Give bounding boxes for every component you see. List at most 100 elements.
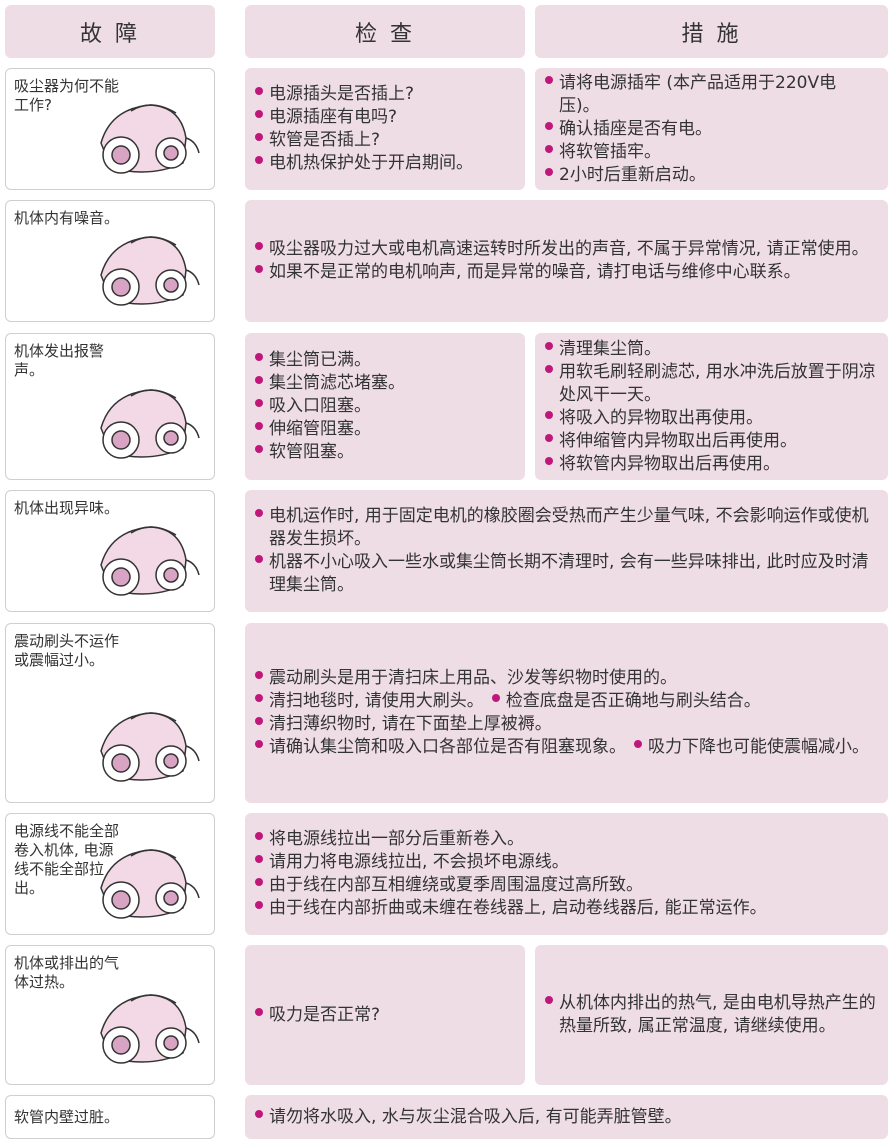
- bullet-paragraph: 将软管内异物取出后再使用。: [545, 453, 878, 476]
- bullet: [255, 1109, 263, 1118]
- bullet-paragraph: 吸入口阻塞。: [255, 395, 515, 418]
- problem-text: 软管内壁过脏。: [14, 1108, 120, 1126]
- bullet-item: 请确认集尘筒和吸入口各部位是否有阻塞现象。: [255, 737, 626, 757]
- bullet: [545, 341, 553, 350]
- bullet: [255, 133, 263, 141]
- bullet-item: 请勿将水吸入, 水与灰尘混合吸入后, 有可能弄脏管壁。: [255, 1107, 682, 1127]
- bullet-paragraph: 将伸缩管内异物取出后再使用。: [545, 430, 878, 453]
- bullet: [634, 740, 642, 748]
- item-text: 电源插座有电吗?: [269, 107, 398, 127]
- bullet: [545, 410, 553, 419]
- bullet-paragraph: 请用力将电源线拉出, 不会损坏电源线。: [255, 851, 878, 874]
- problem-cell: 电源线不能全部卷入机体, 电源线不能全部拉出。: [5, 813, 215, 935]
- item-text: 确认插座是否有电。: [559, 118, 712, 139]
- bullet-item: 集尘筒滤芯堵塞。: [255, 373, 405, 393]
- item-text: 电源插头是否插上?: [269, 84, 415, 104]
- bullet-paragraph: 将软管插牢。: [545, 141, 878, 164]
- bullet-item: 吸尘器吸力过大或电机高速运转时所发出的声音, 不属于异常情况, 请正常使用。: [255, 239, 869, 259]
- bullet: [545, 364, 553, 373]
- problem-text: 电源线不能全部卷入机体, 电源线不能全部拉出。: [14, 822, 120, 897]
- check-cell: 请勿将水吸入, 水与灰尘混合吸入后, 有可能弄脏管壁。: [245, 1095, 888, 1139]
- check-cell: 电机运作时, 用于固定电机的橡胶圈会受热而产生少量气味, 不会影响运作或使机器发…: [245, 490, 888, 612]
- item-text: 2小时后重新启动。: [559, 164, 706, 185]
- bullet-paragraph: 将吸入的异物取出再使用。: [545, 407, 878, 430]
- bullet-paragraph: 吸尘器吸力过大或电机高速运转时所发出的声音, 不属于异常情况, 请正常使用。: [255, 238, 878, 261]
- bullet-paragraph: 清扫薄织物时, 请在下面垫上厚被褥。: [255, 713, 878, 736]
- bullet-item: 软管阻塞。: [255, 442, 354, 462]
- item-text: 软管阻塞。: [269, 442, 354, 462]
- item-text: 伸缩管阻塞。: [269, 419, 371, 439]
- bullet: [255, 156, 263, 164]
- bullet-item: 吸入口阻塞。: [255, 396, 371, 416]
- bullet: [255, 265, 263, 273]
- bullet-item: 将电源线拉出一部分后重新卷入。: [255, 829, 524, 849]
- item-text: 请勿将水吸入, 水与灰尘混合吸入后, 有可能弄脏管壁。: [269, 1106, 682, 1127]
- bullet-paragraph: 清扫地毯时, 请使用大刷头。 检查底盘是否正确地与刷头结合。: [255, 690, 878, 713]
- bullet-paragraph: 从机体内排出的热气, 是由电机导热产生的热量所致, 属正常温度, 请继续使用。: [545, 992, 878, 1038]
- bullet-item: 将伸缩管内异物取出后再使用。: [545, 431, 797, 451]
- item-text: 将伸缩管内异物取出后再使用。: [559, 430, 797, 451]
- bullet: [545, 433, 553, 442]
- bullet-item: 清理集尘筒。: [545, 339, 661, 359]
- bullet-item: 清扫地毯时, 请使用大刷头。: [255, 691, 484, 711]
- bullet-paragraph: 机器不小心吸入一些水或集尘筒长期不清理时, 会有一些异味排出, 此时应及时清理集…: [255, 551, 878, 597]
- bullet: [255, 855, 263, 863]
- bullet-item: 软管是否插上?: [255, 130, 380, 150]
- bullet: [255, 353, 263, 361]
- bullet: [255, 445, 263, 453]
- bullet-paragraph: 集尘筒滤芯堵塞。: [255, 372, 515, 395]
- bullet: [255, 110, 263, 118]
- problem-text: 吸尘器为何不能工作?: [14, 77, 120, 114]
- item-text: 从机体内排出的热气, 是由电机导热产生的热量所致, 属正常温度, 请继续使用。: [559, 993, 876, 1036]
- check-cell: 将电源线拉出一部分后重新卷入。请用力将电源线拉出, 不会损坏电源线。由于线在内部…: [245, 813, 888, 935]
- bullet-item: 用软毛刷轻刷滤芯, 用水冲洗后放置于阴凉处风干一天。: [545, 362, 876, 405]
- vacuum-illustration: [100, 994, 200, 1064]
- check-cell: 吸力是否正常?: [245, 945, 525, 1085]
- header-cell: 故 障: [5, 5, 215, 58]
- problem-cell: 震动刷头不运作或震幅过小。: [5, 623, 215, 803]
- bullet-item: 请用力将电源线拉出, 不会损坏电源线。: [255, 852, 569, 872]
- item-text: 将电源线拉出一部分后重新卷入。: [269, 829, 524, 849]
- item-text: 用软毛刷轻刷滤芯, 用水冲洗后放置于阴凉处风干一天。: [559, 361, 876, 405]
- problem-cell: 软管内壁过脏。: [5, 1095, 215, 1139]
- item-text: 震动刷头是用于清扫床上用品、沙发等织物时使用的。: [269, 668, 677, 688]
- bullet-item: 确认插座是否有电。: [545, 119, 712, 139]
- bullet-paragraph: 请勿将水吸入, 水与灰尘混合吸入后, 有可能弄脏管壁。: [255, 1106, 878, 1129]
- item-text: 软管是否插上?: [269, 130, 381, 150]
- item-text: 检查底盘是否正确地与刷头结合。: [505, 691, 761, 711]
- bullet: [255, 242, 263, 250]
- bullet-item: 电机热保护处于开启期间。: [255, 153, 473, 173]
- item-text: 集尘筒滤芯堵塞。: [269, 373, 405, 393]
- bullet: [255, 87, 263, 95]
- item-text: 清理集尘筒。: [559, 338, 661, 359]
- bullet-paragraph: 由于线在内部折曲或未缠在卷线器上, 启动卷线器后, 能正常运作。: [255, 897, 878, 920]
- problem-text: 机体或排出的气体过热。: [14, 954, 120, 991]
- vacuum-illustration: [100, 849, 200, 919]
- vacuum-illustration: [100, 236, 200, 306]
- problem-text: 震动刷头不运作或震幅过小。: [14, 632, 120, 669]
- bullet-paragraph: 将电源线拉出一部分后重新卷入。: [255, 828, 878, 851]
- bullet-item: 2小时后重新启动。: [545, 165, 706, 185]
- problem-cell: 机体发出报警声。: [5, 333, 215, 480]
- item-text: 将吸入的异物取出再使用。: [559, 407, 763, 428]
- bullet-paragraph: 由于线在内部互相缠绕或夏季周围温度过高所致。: [255, 874, 878, 897]
- check-cell: 集尘筒已满。集尘筒滤芯堵塞。吸入口阻塞。伸缩管阻塞。 软管阻塞。: [245, 333, 525, 480]
- bullet-paragraph: 请将电源插牢 (本产品适用于220V电压)。: [545, 72, 878, 118]
- bullet-item: 清扫薄织物时, 请在下面垫上厚被褥。: [255, 714, 552, 734]
- bullet: [545, 121, 553, 130]
- bullet-item: 由于线在内部互相缠绕或夏季周围温度过高所致。: [255, 875, 643, 895]
- bullet: [255, 555, 263, 563]
- check-cell: 震动刷头是用于清扫床上用品、沙发等织物时使用的。清扫地毯时, 请使用大刷头。 检查…: [245, 623, 888, 803]
- item-text: 将软管内异物取出后再使用。: [559, 453, 780, 474]
- bullet-paragraph: 确认插座是否有电。: [545, 118, 878, 141]
- bullet: [255, 832, 263, 840]
- bullet-item: 如果不是正常的电机响声, 而是异常的噪音, 请打电话与维修中心联系。: [255, 262, 801, 282]
- item-text: 吸力下降也可能使震幅减小。: [648, 737, 869, 757]
- bullet-item: 集尘筒已满。: [255, 350, 371, 370]
- bullet-paragraph: 清理集尘筒。: [545, 338, 878, 361]
- bullet-paragraph: 伸缩管阻塞。: [255, 418, 515, 441]
- item-text: 请将电源插牢 (本产品适用于220V电压)。: [559, 72, 837, 116]
- item-text: 吸力是否正常?: [269, 1004, 381, 1025]
- solution-cell: 从机体内排出的热气, 是由电机导热产生的热量所致, 属正常温度, 请继续使用。: [535, 945, 888, 1085]
- bullet-item: 电源插座有电吗?: [255, 107, 397, 127]
